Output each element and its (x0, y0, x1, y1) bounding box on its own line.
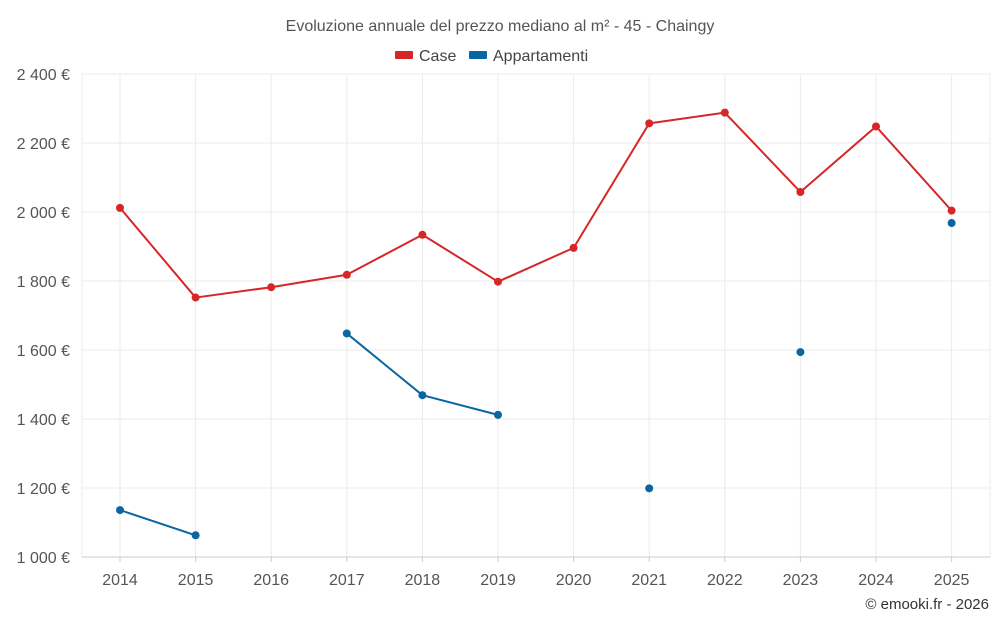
data-point-appartamenti[interactable] (494, 410, 502, 419)
series-line-case (119, 111, 953, 299)
y-tick-label: 1 200 € (17, 481, 70, 498)
x-tick-label: 2025 (934, 572, 970, 589)
data-point-appartamenti[interactable] (947, 219, 956, 228)
legend-label-appartamenti: Appartamenti (493, 48, 588, 65)
data-point-case[interactable] (342, 270, 351, 279)
x-tick-label: 2017 (329, 572, 365, 589)
series-line-appartamenti (119, 509, 196, 537)
data-point-case[interactable] (720, 108, 729, 117)
data-point-appartamenti[interactable] (116, 506, 124, 515)
series-appartamenti (116, 219, 956, 540)
y-tick-label: 1 000 € (17, 550, 70, 567)
x-tick-label: 2020 (556, 572, 592, 589)
legend-label-case: Case (419, 48, 456, 65)
data-point-appartamenti[interactable] (645, 484, 654, 493)
y-tick-label: 2 200 € (17, 136, 70, 153)
x-tick-label: 2015 (178, 572, 214, 589)
data-point-appartamenti[interactable] (418, 391, 427, 400)
x-tick-label: 2024 (858, 572, 894, 589)
data-point-case[interactable] (645, 119, 654, 128)
y-axis: 1 000 € 1 200 € 1 400 € 1 600 € 1 800 € 2 000… (17, 67, 70, 567)
y-tick-label: 1 600 € (17, 343, 70, 360)
data-point-case[interactable] (191, 293, 200, 302)
chart-title: Evoluzione annuale del prezzo mediano al… (286, 18, 715, 35)
y-tick-label: 2 000 € (17, 205, 70, 222)
x-tick-label: 2023 (783, 572, 819, 589)
data-point-appartamenti[interactable] (191, 531, 200, 540)
legend-swatch-appartamenti (469, 51, 487, 59)
copyright-label: © emooki.fr - 2026 (865, 596, 989, 613)
x-tick-label: 2022 (707, 572, 743, 589)
data-point-case[interactable] (267, 283, 276, 292)
x-tick-label: 2019 (480, 572, 516, 589)
data-point-case[interactable] (494, 277, 502, 286)
legend-item-appartamenti[interactable]: Appartamenti (469, 48, 588, 65)
data-point-case[interactable] (569, 243, 578, 252)
x-tick-label: 2016 (253, 572, 289, 589)
data-point-appartamenti[interactable] (342, 329, 351, 338)
x-tick-label: 2018 (405, 572, 441, 589)
legend-item-case[interactable]: Case (395, 48, 456, 65)
y-tick-label: 1 800 € (17, 274, 70, 291)
legend-swatch-case (395, 51, 413, 59)
data-point-case[interactable] (872, 122, 880, 131)
data-point-case[interactable] (418, 230, 427, 239)
y-tick-label: 2 400 € (17, 67, 70, 84)
x-axis: 2014 2015 2016 2017 2018 2019 2020 2021 2022 2023… (82, 556, 990, 589)
data-point-case[interactable] (116, 203, 124, 212)
series-case (116, 108, 956, 302)
series (116, 108, 956, 540)
grid (81, 73, 991, 557)
y-tick-label: 1 400 € (17, 412, 70, 429)
x-tick-label: 2014 (102, 572, 138, 589)
data-point-case[interactable] (947, 206, 956, 215)
x-tick-label: 2021 (631, 572, 667, 589)
data-point-case[interactable] (796, 187, 805, 196)
data-point-appartamenti[interactable] (796, 348, 805, 357)
legend: Case Appartamenti (395, 48, 588, 65)
